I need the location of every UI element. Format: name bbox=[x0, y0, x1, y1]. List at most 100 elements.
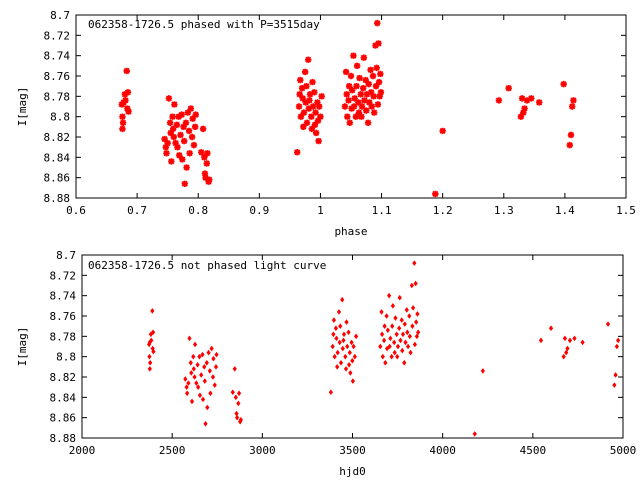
data-point bbox=[306, 91, 314, 98]
data-point bbox=[369, 72, 377, 80]
data-point bbox=[314, 99, 321, 106]
data-point bbox=[163, 150, 170, 157]
y-tick-label: 8.86 bbox=[50, 412, 77, 425]
data-point bbox=[567, 337, 573, 344]
data-point bbox=[233, 394, 238, 401]
data-point bbox=[311, 121, 319, 128]
y-tick-label: 8.7 bbox=[50, 9, 70, 22]
data-point bbox=[305, 105, 313, 112]
data-point bbox=[572, 335, 577, 342]
data-point bbox=[334, 335, 339, 342]
data-point bbox=[236, 400, 241, 407]
data-point bbox=[374, 19, 381, 27]
data-point bbox=[316, 103, 323, 110]
data-point bbox=[381, 337, 387, 344]
data-point bbox=[124, 105, 131, 112]
data-point bbox=[200, 396, 206, 403]
data-point bbox=[180, 123, 187, 131]
data-point bbox=[345, 343, 350, 350]
data-point bbox=[230, 389, 235, 396]
data-point bbox=[375, 78, 383, 86]
data-point bbox=[195, 362, 200, 368]
data-point bbox=[238, 416, 243, 423]
data-point bbox=[365, 80, 372, 88]
data-point bbox=[175, 113, 182, 120]
data-point bbox=[377, 70, 384, 78]
data-point bbox=[605, 321, 611, 327]
data-point bbox=[303, 82, 310, 90]
data-point bbox=[385, 327, 390, 334]
data-point bbox=[213, 364, 219, 370]
data-point bbox=[405, 343, 411, 350]
data-point bbox=[377, 89, 385, 96]
data-point bbox=[565, 345, 570, 352]
data-point bbox=[520, 109, 527, 116]
data-point bbox=[206, 176, 213, 183]
data-point bbox=[394, 331, 399, 338]
data-point bbox=[297, 76, 304, 84]
data-point bbox=[123, 67, 130, 75]
x-tick-label: 1 bbox=[317, 204, 324, 217]
data-point bbox=[186, 380, 191, 386]
data-point bbox=[191, 123, 199, 131]
data-point bbox=[380, 353, 385, 360]
data-point bbox=[121, 91, 129, 98]
data-point bbox=[185, 127, 193, 135]
y-tick-label: 8.8 bbox=[50, 111, 70, 124]
data-point bbox=[360, 85, 367, 92]
data-point bbox=[567, 131, 575, 139]
x-tick-label: 1.5 bbox=[616, 204, 636, 217]
data-point bbox=[200, 351, 205, 358]
data-point bbox=[614, 343, 619, 350]
data-point bbox=[398, 337, 403, 344]
data-point bbox=[317, 113, 324, 120]
data-point bbox=[203, 160, 210, 167]
data-point bbox=[183, 376, 188, 382]
data-point bbox=[570, 97, 577, 104]
data-point bbox=[189, 115, 196, 122]
data-point bbox=[402, 321, 407, 327]
y-tick-label: 8.74 bbox=[50, 290, 77, 303]
y-tick-label: 8.82 bbox=[50, 371, 77, 384]
data-point bbox=[147, 366, 152, 372]
data-point bbox=[196, 384, 201, 390]
data-point bbox=[384, 313, 389, 319]
data-point bbox=[338, 359, 344, 366]
data-point bbox=[356, 74, 363, 82]
data-point bbox=[335, 349, 340, 356]
data-point bbox=[180, 137, 188, 145]
data-point bbox=[191, 353, 196, 360]
data-point bbox=[294, 149, 301, 156]
y-tick-label: 8.78 bbox=[44, 90, 71, 103]
data-point bbox=[580, 339, 585, 346]
x-tick-label: 0.7 bbox=[127, 204, 147, 217]
data-point bbox=[198, 149, 205, 156]
data-point bbox=[184, 109, 192, 116]
data-point bbox=[207, 368, 212, 374]
data-point bbox=[349, 339, 354, 346]
data-point bbox=[187, 105, 195, 112]
data-point bbox=[308, 125, 316, 133]
data-point bbox=[414, 333, 419, 340]
data-point bbox=[201, 154, 208, 161]
data-point bbox=[517, 113, 525, 120]
data-point bbox=[404, 307, 409, 313]
data-point bbox=[569, 103, 576, 110]
data-point bbox=[151, 348, 156, 355]
data-point bbox=[202, 174, 209, 181]
data-point bbox=[495, 97, 503, 104]
data-point bbox=[358, 113, 365, 120]
data-point bbox=[312, 109, 319, 116]
data-point bbox=[314, 117, 322, 124]
data-point bbox=[192, 111, 199, 118]
data-point bbox=[164, 139, 171, 147]
data-point bbox=[119, 119, 127, 126]
data-point bbox=[371, 109, 378, 116]
data-point bbox=[148, 359, 153, 366]
data-point bbox=[613, 372, 618, 378]
data-point bbox=[204, 359, 209, 366]
x-tick-label: 3500 bbox=[339, 444, 366, 457]
data-point bbox=[331, 317, 337, 323]
data-point bbox=[178, 111, 185, 118]
